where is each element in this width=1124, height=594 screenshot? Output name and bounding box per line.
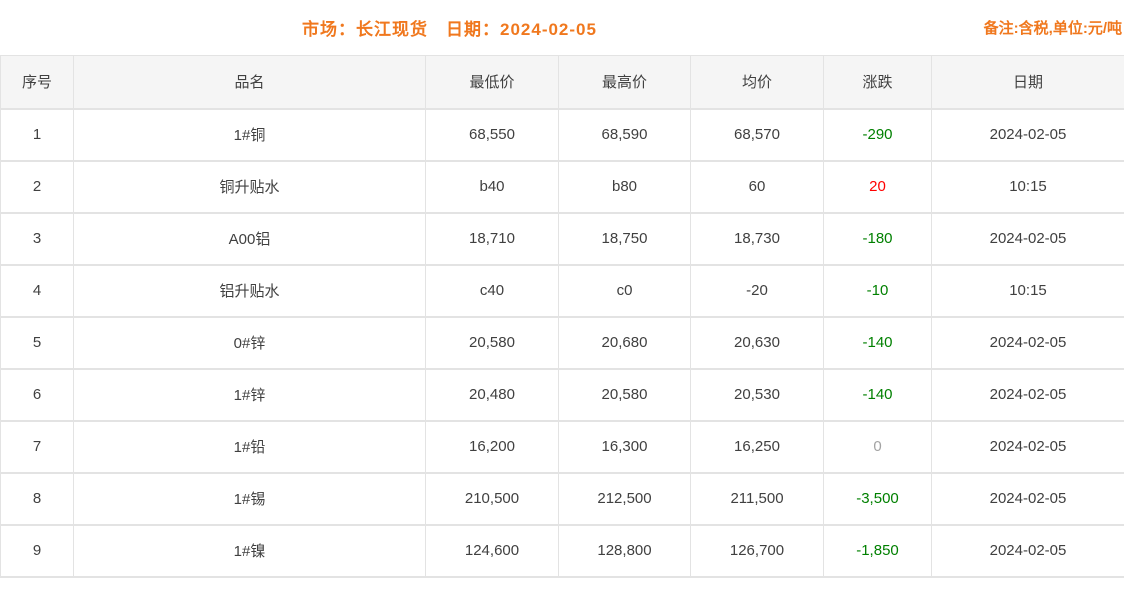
cell-change: 20 (823, 160, 932, 214)
table-row: 6 1#锌 20,480 20,580 20,530 -140 2024-02-… (0, 368, 1124, 422)
tax-unit-note: 备注:含税,单位:元/吨 (983, 20, 1122, 37)
market-date-title: 市场：长江现货 日期：2024-02-05 (302, 20, 597, 39)
table-header-row: 序号 品名 最低价 最高价 均价 涨跌 日期 (0, 55, 1124, 110)
cell-avg-price: 60 (690, 160, 824, 214)
cell-date: 10:15 (931, 160, 1124, 214)
top-bar: 市场：长江现货 日期：2024-02-05 备注:含税,单位:元/吨 (0, 0, 1124, 55)
cell-low-price: b40 (425, 160, 559, 214)
table-row: 8 1#锡 210,500 212,500 211,500 -3,500 202… (0, 472, 1124, 526)
cell-index: 9 (0, 524, 74, 578)
table-row: 7 1#铅 16,200 16,300 16,250 0 2024-02-05 (0, 420, 1124, 474)
cell-low-price: 68,550 (425, 108, 559, 162)
cell-low-price: c40 (425, 264, 559, 318)
cell-date: 2024-02-05 (931, 368, 1124, 422)
cell-low-price: 210,500 (425, 472, 559, 526)
cell-change: 0 (823, 420, 932, 474)
cell-change: -140 (823, 368, 932, 422)
cell-date: 2024-02-05 (931, 472, 1124, 526)
cell-low-price: 124,600 (425, 524, 559, 578)
cell-low-price: 16,200 (425, 420, 559, 474)
cell-product-name: 1#锌 (73, 368, 426, 422)
cell-index: 1 (0, 108, 74, 162)
cell-product-name: 1#铅 (73, 420, 426, 474)
cell-date: 2024-02-05 (931, 316, 1124, 370)
cell-change: -180 (823, 212, 932, 266)
cell-avg-price: 16,250 (690, 420, 824, 474)
cell-high-price: 20,580 (558, 368, 691, 422)
table-row: 9 1#镍 124,600 128,800 126,700 -1,850 202… (0, 524, 1124, 578)
cell-date: 10:15 (931, 264, 1124, 318)
col-header-index: 序号 (0, 55, 74, 110)
table-row: 1 1#铜 68,550 68,590 68,570 -290 2024-02-… (0, 108, 1124, 162)
cell-product-name: 1#镍 (73, 524, 426, 578)
cell-product-name: 铜升贴水 (73, 160, 426, 214)
cell-avg-price: 211,500 (690, 472, 824, 526)
cell-avg-price: 20,630 (690, 316, 824, 370)
cell-change: -140 (823, 316, 932, 370)
cell-date: 2024-02-05 (931, 524, 1124, 578)
table-row: 4 铝升贴水 c40 c0 -20 -10 10:15 (0, 264, 1124, 318)
cell-change: -290 (823, 108, 932, 162)
col-header-change: 涨跌 (823, 55, 932, 110)
cell-avg-price: 20,530 (690, 368, 824, 422)
cell-product-name: 0#锌 (73, 316, 426, 370)
cell-high-price: 128,800 (558, 524, 691, 578)
cell-product-name: A00铝 (73, 212, 426, 266)
cell-date: 2024-02-05 (931, 420, 1124, 474)
cell-index: 3 (0, 212, 74, 266)
cell-product-name: 1#铜 (73, 108, 426, 162)
col-header-low-price: 最低价 (425, 55, 559, 110)
cell-low-price: 20,480 (425, 368, 559, 422)
col-header-avg-price: 均价 (690, 55, 824, 110)
cell-high-price: 16,300 (558, 420, 691, 474)
cell-product-name: 1#锡 (73, 472, 426, 526)
cell-high-price: 20,680 (558, 316, 691, 370)
cell-low-price: 20,580 (425, 316, 559, 370)
cell-product-name: 铝升贴水 (73, 264, 426, 318)
col-header-date: 日期 (931, 55, 1124, 110)
table-row: 3 A00铝 18,710 18,750 18,730 -180 2024-02… (0, 212, 1124, 266)
cell-change: -1,850 (823, 524, 932, 578)
table-row: 2 铜升贴水 b40 b80 60 20 10:15 (0, 160, 1124, 214)
cell-date: 2024-02-05 (931, 108, 1124, 162)
cell-index: 4 (0, 264, 74, 318)
col-header-product: 品名 (73, 55, 426, 110)
cell-high-price: c0 (558, 264, 691, 318)
table-row: 5 0#锌 20,580 20,680 20,630 -140 2024-02-… (0, 316, 1124, 370)
cell-avg-price: 68,570 (690, 108, 824, 162)
cell-date: 2024-02-05 (931, 212, 1124, 266)
cell-avg-price: 126,700 (690, 524, 824, 578)
cell-index: 8 (0, 472, 74, 526)
metal-price-table: 序号 品名 最低价 最高价 均价 涨跌 日期 1 1#铜 68,550 68,5… (0, 55, 1124, 578)
cell-high-price: 68,590 (558, 108, 691, 162)
cell-change: -3,500 (823, 472, 932, 526)
cell-low-price: 18,710 (425, 212, 559, 266)
cell-high-price: 212,500 (558, 472, 691, 526)
price-table-body: 1 1#铜 68,550 68,590 68,570 -290 2024-02-… (0, 108, 1124, 578)
cell-high-price: 18,750 (558, 212, 691, 266)
col-header-high-price: 最高价 (558, 55, 691, 110)
cell-index: 2 (0, 160, 74, 214)
cell-avg-price: -20 (690, 264, 824, 318)
cell-avg-price: 18,730 (690, 212, 824, 266)
cell-change: -10 (823, 264, 932, 318)
cell-index: 6 (0, 368, 74, 422)
cell-index: 7 (0, 420, 74, 474)
cell-high-price: b80 (558, 160, 691, 214)
cell-index: 5 (0, 316, 74, 370)
